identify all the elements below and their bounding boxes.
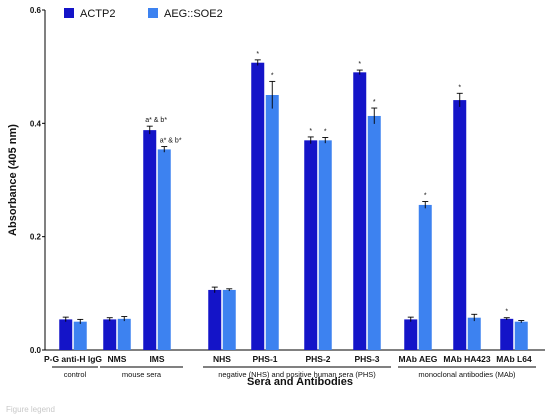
y-tick-label-2: 0.4	[30, 119, 42, 128]
category-label-phs-1: PHS-1	[252, 354, 277, 364]
annotation-actp2-phs-1: *	[256, 51, 259, 58]
bar-actp2-mab-ha423	[453, 100, 466, 350]
bar-actp2-phs-2	[304, 140, 317, 350]
bar-actp2-ims	[143, 130, 156, 350]
bar-aeg-soe2-phs-1	[266, 95, 279, 350]
bar-aeg-soe2-mab-aeg	[419, 205, 432, 350]
legend-label-aeg-soe2: AEG::SOE2	[164, 8, 223, 20]
bar-aeg-soe2-ims	[158, 149, 171, 350]
category-label-phs-3: PHS-3	[354, 354, 379, 364]
category-label-nhs: NHS	[213, 354, 231, 364]
bar-actp2-nms	[103, 319, 116, 350]
plot-area: 0.0 0.2 0.4 0.6 a* & b* * * * * * a* & b* * * * * P-G a…	[30, 6, 545, 379]
category-label-mab-aeg: MAb AEG	[399, 354, 438, 364]
bar-actp2-p-g-anti-h-igg	[59, 319, 72, 350]
category-label-phs-2: PHS-2	[305, 354, 330, 364]
legend: ACTP2 AEG::SOE2	[64, 8, 223, 20]
category-label-nms: NMS	[108, 354, 127, 364]
bar-aeg-soe2-nhs	[223, 290, 236, 350]
bar-actp2-phs-3	[353, 72, 366, 350]
bar-aeg-soe2-nms	[118, 319, 131, 350]
annotation-actp2-phs-3: *	[358, 61, 361, 68]
group-label-negative-nhs-and-positive-human-sera-phs: negative (NHS) and positive human sera (…	[218, 370, 376, 379]
bar-actp2-mab-l64	[500, 319, 513, 350]
legend-swatch-aeg-soe2	[148, 8, 158, 18]
annotation-aeg-soe2-mab-aeg: *	[424, 193, 427, 200]
y-axis-title: Absorbance (405 nm)	[7, 124, 19, 236]
bar-actp2-phs-1	[251, 63, 264, 350]
bar-actp2-nhs	[208, 290, 221, 350]
category-label-mab-l64: MAb L64	[496, 354, 532, 364]
bar-aeg-soe2-mab-l64	[515, 322, 528, 350]
y-tick-label-3: 0.6	[30, 6, 42, 15]
group-label-monoclonal-antibodies-mab: monoclonal antibodies (MAb)	[418, 370, 516, 379]
annotation-actp2-mab-l64: *	[505, 309, 508, 316]
annotation-aeg-soe2-phs-3: *	[373, 99, 376, 106]
annotation-aeg-soe2-phs-2: *	[324, 129, 327, 136]
bar-aeg-soe2-phs-3	[368, 116, 381, 350]
annotation-aeg-soe2-ims: a* & b*	[160, 138, 182, 145]
group-label-mouse-sera: mouse sera	[122, 370, 162, 379]
bar-aeg-soe2-phs-2	[319, 140, 332, 350]
bar-actp2-mab-aeg	[404, 319, 417, 350]
annotation-aeg-soe2-phs-1: *	[271, 72, 274, 79]
category-label-p-g-anti-h-igg: P-G anti-H IgG	[44, 354, 102, 364]
y-tick-label-0: 0.0	[30, 346, 42, 355]
figure-legend-caption: Figure legend	[6, 405, 55, 414]
annotation-actp2-ims: a* & b*	[145, 117, 167, 124]
bar-aeg-soe2-mab-ha423	[468, 318, 481, 350]
legend-label-actp2: ACTP2	[80, 8, 115, 20]
category-label-ims: IMS	[149, 354, 164, 364]
group-label-control: control	[64, 370, 87, 379]
annotation-actp2-phs-2: *	[309, 128, 312, 135]
annotation-actp2-mab-ha423: *	[458, 84, 461, 91]
legend-swatch-actp2	[64, 8, 74, 18]
bar-aeg-soe2-p-g-anti-h-igg	[74, 322, 87, 350]
category-label-mab-ha423: MAb HA423	[443, 354, 491, 364]
y-tick-label-1: 0.2	[30, 233, 42, 242]
